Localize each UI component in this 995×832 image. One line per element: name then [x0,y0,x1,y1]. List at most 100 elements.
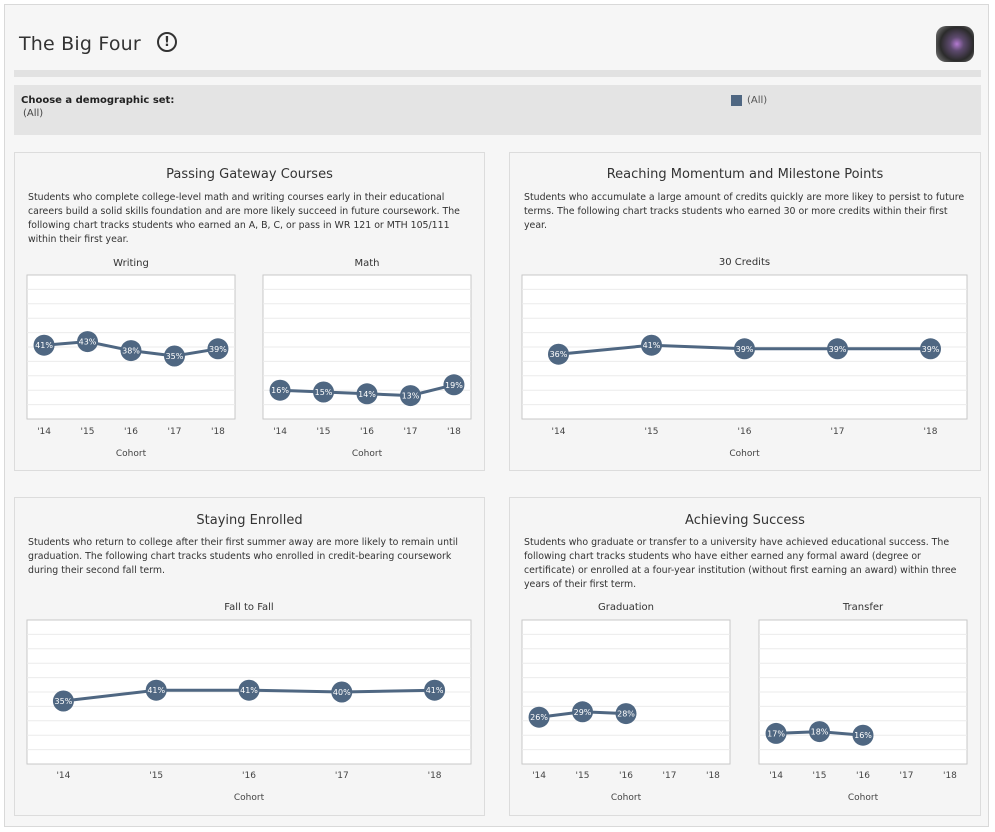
data-label: 40% [333,688,351,697]
data-label: 26% [530,713,548,722]
data-point [640,334,662,356]
panel-desc-enrolled: Students who return to college after the… [28,537,458,576]
x-tick-label: '17 [831,427,845,437]
data-label: 39% [736,345,754,354]
data-label: 41% [240,686,258,695]
x-axis-label: Cohort [234,793,265,803]
data-point [269,379,291,401]
data-label: 39% [209,345,227,354]
data-label: 41% [147,686,165,695]
data-point [399,385,421,407]
data-point [443,374,465,396]
data-label: 41% [35,341,53,350]
page-title: The Big Four [19,33,141,55]
chart-title: 30 Credits [719,257,770,268]
x-tick-label: '17 [168,427,182,437]
data-point [547,343,569,365]
x-tick-label: '16 [124,427,138,437]
data-point [920,338,942,360]
data-point [852,724,874,746]
x-tick-label: '14 [56,771,70,781]
exclamation-circle-icon[interactable]: ! [157,32,177,52]
x-tick-label: '15 [81,427,95,437]
data-point [424,679,446,701]
chart-title: Fall to Fall [224,602,273,613]
x-tick-label: '16 [856,771,870,781]
x-tick-label: '14 [532,771,546,781]
chart-title: Graduation [598,602,654,613]
data-label: 17% [767,729,785,738]
data-point [331,681,353,703]
data-label: 18% [811,728,829,737]
x-tick-label: '15 [576,771,590,781]
panel-title-momentum: Reaching Momentum and Milestone Points [606,167,884,182]
data-label: 36% [550,350,568,359]
chart-title: Transfer [842,602,884,613]
data-label: 38% [122,347,140,356]
data-label: 35% [55,697,73,706]
x-tick-label: '15 [149,771,163,781]
data-point [827,338,849,360]
data-label: 41% [643,341,661,350]
panel-desc-success: Students who graduate or transfer to a u… [524,537,957,590]
x-tick-label: '14 [769,771,783,781]
x-tick-label: '14 [273,427,287,437]
panel-title-gateway: Passing Gateway Courses [166,167,333,182]
x-tick-label: '17 [663,771,677,781]
filter-label: Choose a demographic set: [21,95,175,106]
x-tick-label: '17 [900,771,914,781]
data-label: 15% [315,388,333,397]
x-tick-label: '15 [317,427,331,437]
x-tick-label: '15 [645,427,659,437]
data-label: 41% [426,686,444,695]
data-label: 13% [402,392,420,401]
data-label: 29% [574,708,592,717]
data-label: 43% [79,338,97,347]
demographic-filter-select[interactable]: (All) [23,108,44,119]
x-tick-label: '16 [738,427,752,437]
x-tick-label: '18 [924,427,938,437]
x-axis-label: Cohort [116,449,147,459]
data-point [77,331,99,353]
x-tick-label: '17 [404,427,418,437]
filter-bar [14,85,981,135]
x-tick-label: '18 [428,771,442,781]
data-point [207,338,229,360]
data-point [163,345,185,367]
legend-swatch[interactable] [731,95,742,106]
data-label: 14% [358,390,376,399]
x-tick-label: '17 [335,771,349,781]
panel-desc-gateway: Students who complete college-level math… [28,192,460,245]
x-tick-label: '14 [37,427,51,437]
data-point [120,340,142,362]
chart-title: Writing [113,258,149,269]
cube-logo-icon [936,26,974,62]
legend-label[interactable]: (All) [747,95,768,106]
panel-title-success: Achieving Success [685,513,805,528]
x-axis-label: Cohort [848,793,879,803]
x-axis-label: Cohort [611,793,642,803]
data-point [734,338,755,360]
data-point [33,334,55,356]
data-point [572,701,594,723]
x-tick-label: '16 [360,427,374,437]
x-tick-label: '18 [447,427,461,437]
data-label: 35% [166,352,184,361]
x-axis-label: Cohort [352,449,383,459]
x-tick-label: '14 [552,427,566,437]
panel-title-enrolled: Staying Enrolled [196,513,303,528]
x-axis-label: Cohort [729,449,760,459]
data-label: 39% [922,345,940,354]
header-divider [14,70,981,77]
data-point [765,722,787,744]
panel-desc-momentum: Students who accumulate a large amount o… [524,192,965,231]
data-point [528,706,550,728]
x-tick-label: '16 [242,771,256,781]
data-label: 16% [271,386,289,395]
data-point [238,679,260,701]
data-point [809,721,831,743]
x-tick-label: '15 [813,771,827,781]
data-point [145,679,167,701]
data-label: 39% [829,345,847,354]
